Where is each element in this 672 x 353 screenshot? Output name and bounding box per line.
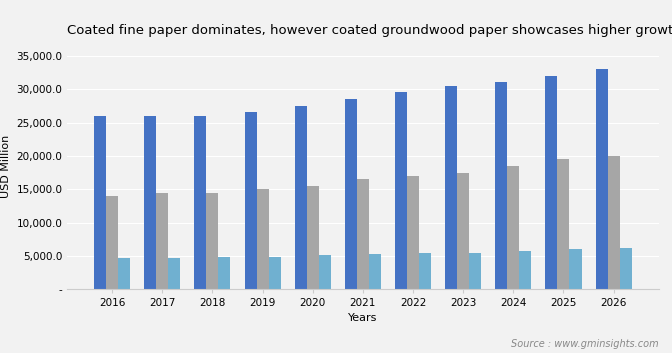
Bar: [369, 254, 381, 289]
Bar: [306, 186, 319, 289]
Bar: [106, 196, 118, 289]
Bar: [194, 116, 206, 289]
Bar: [295, 106, 306, 289]
Bar: [218, 257, 230, 289]
Bar: [245, 113, 257, 289]
Text: Source : www.gminsights.com: Source : www.gminsights.com: [511, 340, 659, 349]
Bar: [620, 248, 632, 289]
Bar: [118, 258, 130, 289]
Bar: [407, 176, 419, 289]
Bar: [607, 156, 620, 289]
Bar: [168, 258, 180, 289]
Bar: [144, 116, 157, 289]
Bar: [319, 255, 331, 289]
Bar: [457, 173, 469, 289]
Bar: [157, 193, 168, 289]
Bar: [419, 253, 431, 289]
X-axis label: Years: Years: [348, 313, 378, 323]
Bar: [495, 83, 507, 289]
Y-axis label: USD Million: USD Million: [1, 134, 11, 198]
Bar: [595, 69, 607, 289]
Bar: [257, 189, 269, 289]
Bar: [395, 92, 407, 289]
Bar: [345, 99, 357, 289]
Bar: [507, 166, 519, 289]
Text: Coated fine paper dominates, however coated groundwood paper showcases higher gr: Coated fine paper dominates, however coa…: [67, 24, 672, 37]
Bar: [445, 86, 457, 289]
Bar: [469, 253, 481, 289]
Bar: [206, 193, 218, 289]
Bar: [94, 116, 106, 289]
Bar: [546, 76, 558, 289]
Bar: [569, 249, 581, 289]
Bar: [558, 159, 569, 289]
Legend: Coated Fine Paper, Coated Groundwood Paper, Others: Coated Fine Paper, Coated Groundwood Pap…: [141, 349, 513, 353]
Bar: [519, 251, 532, 289]
Bar: [269, 257, 281, 289]
Bar: [357, 179, 369, 289]
